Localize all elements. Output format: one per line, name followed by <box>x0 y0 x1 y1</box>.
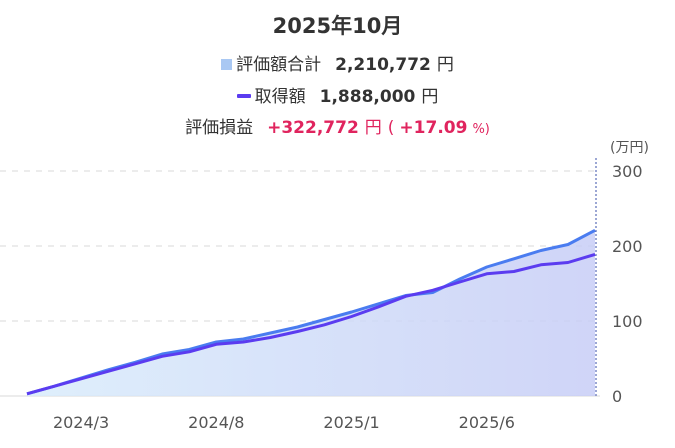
cost-swatch <box>236 94 251 98</box>
cost-point <box>404 295 407 298</box>
cost-point <box>242 341 245 344</box>
legend-cost: 取得額 1,888,000 円 <box>0 82 675 107</box>
x-tick-label: 2024/8 <box>188 413 244 432</box>
cost-point <box>26 392 29 395</box>
cost-point <box>512 270 515 273</box>
valuation-unit: 円 <box>436 55 454 75</box>
pl-label: 評価損益 <box>185 118 254 138</box>
valuation-point <box>269 332 272 335</box>
y-tick-label: 300 <box>612 162 643 181</box>
valuation-point <box>594 229 597 232</box>
cost-point <box>431 289 434 292</box>
cost-point <box>269 336 272 339</box>
cost-point <box>161 355 164 358</box>
y-axis-unit: (万円) <box>610 140 649 156</box>
cost-point <box>458 281 461 284</box>
x-tick-label: 2025/1 <box>323 413 379 432</box>
cost-point <box>594 253 597 256</box>
x-axis: 2024/3 2024/8 2025/1 2025/6 <box>53 413 515 432</box>
valuation-value: 2,210,772 <box>335 55 431 75</box>
valuation-point <box>350 311 353 314</box>
valuation-point <box>485 266 488 269</box>
cost-point <box>80 377 83 380</box>
cost-point <box>188 350 191 353</box>
pl-unit: 円 <box>364 118 382 138</box>
y-axis: 0 100 200 300 <box>612 162 643 406</box>
y-tick-label: 100 <box>612 312 643 331</box>
cost-unit: 円 <box>421 87 439 107</box>
pl-paren: ( <box>387 118 395 138</box>
chart-title: 2025年10月 <box>272 14 403 38</box>
cost-point <box>377 305 380 308</box>
valuation-point <box>296 326 299 329</box>
valuation-point <box>512 257 515 260</box>
cost-point <box>566 261 569 264</box>
valuation-point <box>377 302 380 305</box>
valuation-point <box>458 278 461 281</box>
valuation-point <box>242 338 245 341</box>
cost-value: 1,888,000 <box>319 87 416 107</box>
cost-point <box>215 343 218 346</box>
cost-point <box>296 330 299 333</box>
cost-point <box>323 323 326 326</box>
y-tick-label: 200 <box>612 237 643 256</box>
pl-pct-unit: %) <box>472 122 490 137</box>
valuation-point <box>323 318 326 321</box>
legend-valuation: 評価額合計 2,210,772 円 <box>0 50 675 75</box>
cost-point <box>485 272 488 275</box>
pl-pct: +17.09 <box>399 118 468 138</box>
y-tick-label: 0 <box>612 387 622 406</box>
pl-value: +322,772 <box>267 118 359 138</box>
valuation-point <box>566 243 569 246</box>
valuation-swatch <box>221 59 233 70</box>
profit-loss-row: 評価損益 +322,772 円(+17.09%) <box>0 113 675 138</box>
cost-point <box>350 315 353 318</box>
cost-point <box>539 263 542 266</box>
valuation-label: 評価額合計 <box>236 55 322 75</box>
cost-point <box>107 370 110 373</box>
cost-line <box>26 252 596 396</box>
cost-label: 取得額 <box>254 87 306 107</box>
cost-point <box>53 385 56 388</box>
x-tick-label: 2025/6 <box>459 413 515 432</box>
x-tick-label: 2024/3 <box>53 413 109 432</box>
cost-point <box>134 362 137 365</box>
valuation-point <box>539 249 542 252</box>
